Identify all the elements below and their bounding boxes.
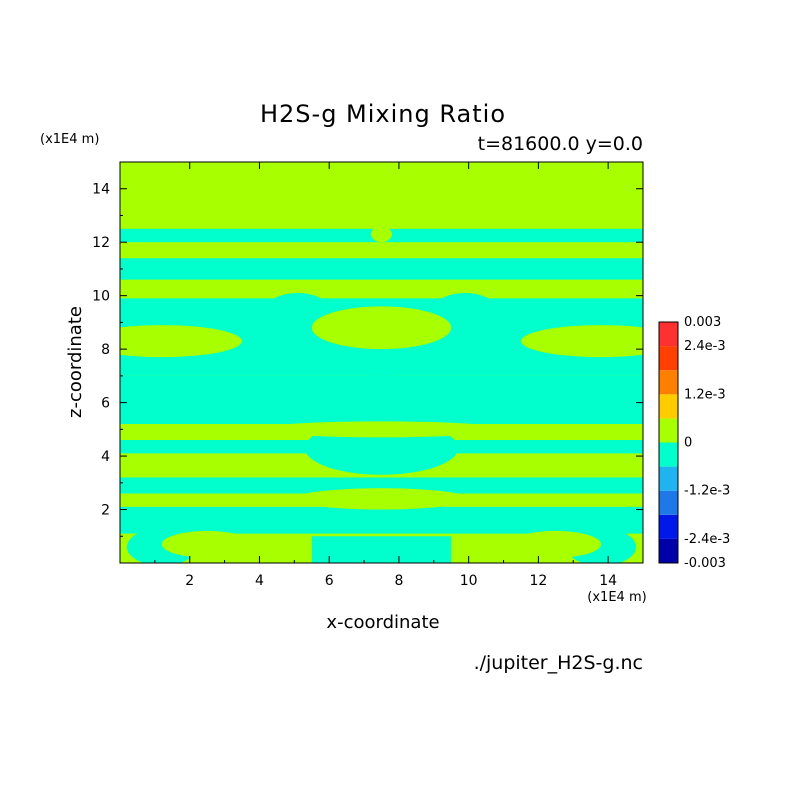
colorbar-label: -2.4e-3	[684, 532, 730, 547]
contour-patch	[120, 325, 243, 358]
colorbar-label: -1.2e-3	[684, 484, 730, 499]
y-tick-label: 8	[101, 342, 110, 358]
contour-band	[120, 375, 643, 424]
colorbar-segment	[659, 370, 678, 395]
contour-patch	[294, 488, 469, 510]
colorbar-segment	[659, 466, 678, 491]
contour-lobe	[433, 292, 497, 326]
x-tick-label: 2	[185, 573, 194, 589]
contour-patch	[259, 421, 504, 438]
y-tick-label: 14	[92, 182, 110, 198]
chart-title: H2S-g Mixing Ratio	[260, 100, 506, 128]
plot-frame	[119, 161, 644, 564]
colorbar-segment	[659, 394, 678, 419]
source-file-label: ./jupiter_H2S-g.nc	[474, 652, 643, 674]
colorbar-label: 1.2e-3	[684, 387, 726, 402]
x-tick-label: 10	[460, 573, 478, 589]
colorbar: 0.003 2.4e-3 1.2e-3 0 -1.2e-3 -2.4e-3 -0.003	[658, 315, 730, 571]
colorbar-frame	[658, 321, 679, 564]
colorbar-segment	[659, 538, 678, 563]
x-tick-label: 8	[394, 573, 403, 589]
x-tick-label: 14	[599, 573, 617, 589]
y-tick-label: 4	[101, 449, 110, 465]
colorbar-label: 2.4e-3	[684, 339, 726, 354]
x-tick-label: 4	[255, 573, 264, 589]
y-tick-label: 2	[101, 503, 110, 519]
y-tick-label: 10	[92, 289, 110, 305]
contour-patch	[311, 306, 452, 350]
contour-lobe	[266, 292, 330, 326]
x-unit-label: (x1E4 m)	[587, 590, 646, 605]
contour-band	[120, 506, 643, 534]
x-axis-label: x-coordinate	[326, 612, 439, 633]
colorbar-label: -0.003	[684, 556, 726, 571]
contour-band	[311, 536, 452, 563]
colorbar-segment	[659, 442, 678, 467]
y-tick-label: 12	[92, 235, 110, 251]
colorbar-label: 0	[684, 436, 692, 451]
plot-area	[120, 162, 643, 563]
chart-subtitle: t=81600.0 y=0.0	[478, 133, 643, 155]
colorbar-segment	[659, 514, 678, 539]
x-tick-label: 12	[529, 573, 547, 589]
contour-patch	[161, 530, 253, 558]
x-tick-label: 6	[325, 573, 334, 589]
colorbar-segment	[659, 418, 678, 443]
contour-patch	[371, 226, 392, 243]
colorbar-label: 0.003	[684, 315, 721, 330]
contour-patch	[520, 325, 643, 358]
colorbar-segment	[659, 322, 678, 347]
contour-band	[120, 477, 643, 494]
y-tick-label: 6	[101, 396, 110, 412]
contour-band	[120, 258, 643, 280]
y-unit-label: (x1E4 m)	[40, 132, 99, 147]
axes: 2 4 6 8 10 12 14 2 4 6 8 10 12 14	[92, 161, 644, 589]
colorbar-segment	[659, 490, 678, 515]
colorbar-segment	[659, 346, 678, 371]
y-axis-label: z-coordinate	[65, 306, 86, 418]
contour-patch	[510, 530, 602, 558]
